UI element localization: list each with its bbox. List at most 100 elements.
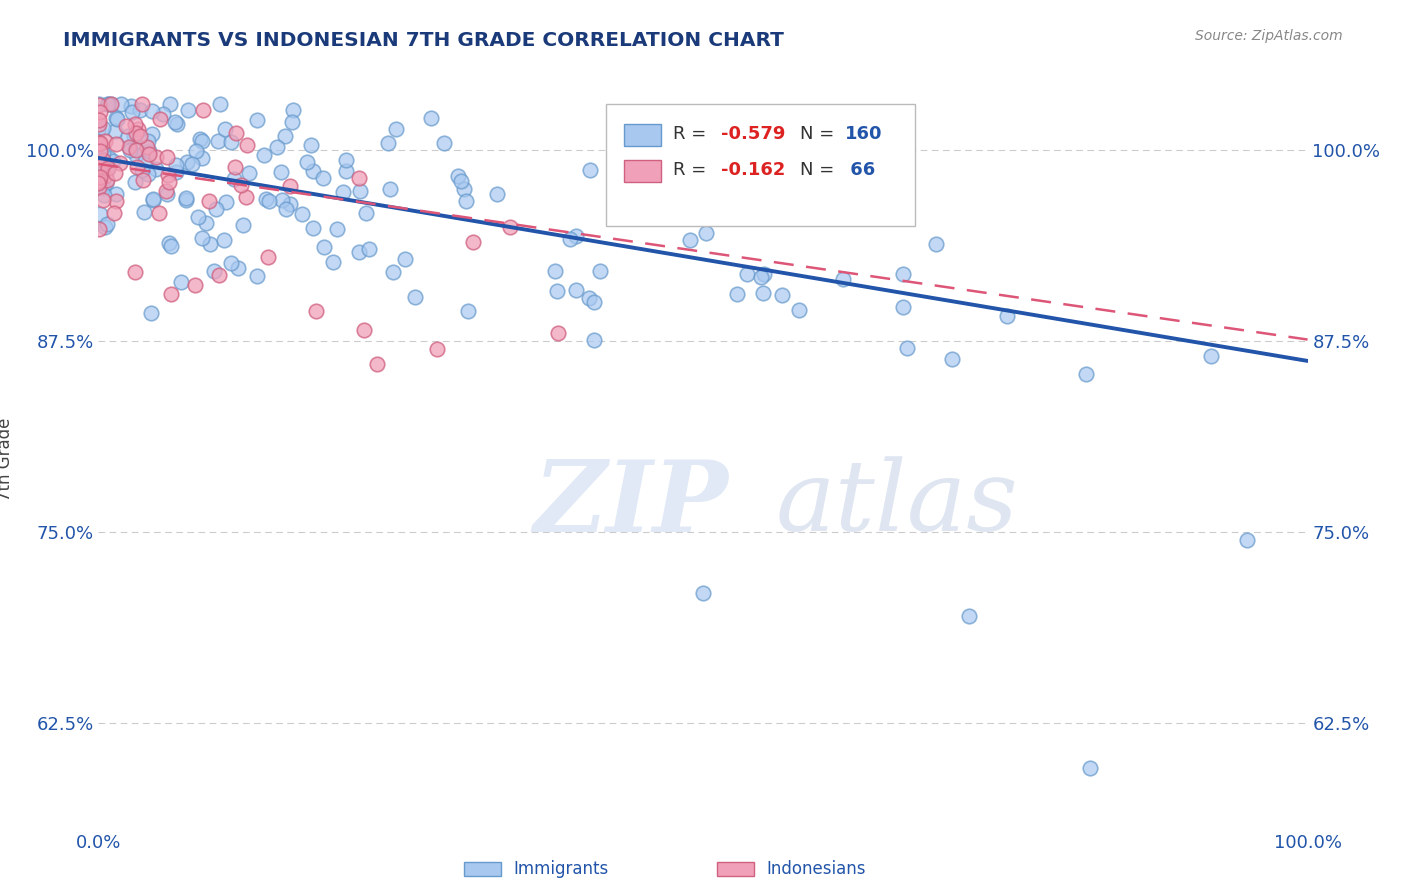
Point [89,136,111,150]
Text: 160: 160 [845,126,882,144]
Bar [624,160,661,182]
Text: Immigrants: Immigrants [513,860,609,878]
Point [132,204,155,219]
Point [453,181,475,195]
Point [925,236,948,251]
Point [149,112,172,126]
Point [89,104,111,119]
Point [228,261,250,276]
Point [87,117,110,131]
Point [291,207,314,221]
Point [254,192,277,206]
Point [941,351,963,366]
Point [170,275,193,289]
Point [565,283,588,297]
Text: -0.579: -0.579 [721,126,786,144]
Point [89,135,111,149]
Y-axis label: 7th Grade: 7th Grade [0,417,14,501]
Point [447,169,470,183]
Point [582,294,605,309]
Point [832,272,855,286]
Point [87,113,110,128]
Point [770,288,793,302]
Point [281,115,304,129]
Point [89,145,111,159]
Point [198,237,221,252]
Point [101,154,124,169]
Point [157,175,180,189]
Point [295,155,318,169]
Point [457,303,479,318]
Point [93,193,115,207]
Point [100,97,122,112]
Point [128,103,150,117]
Point [138,147,160,161]
Point [187,210,209,224]
Point [96,173,118,187]
Point [546,284,568,298]
Point [302,220,325,235]
Point [138,134,160,148]
Point [735,267,758,281]
Point [752,285,775,300]
Point [124,148,146,162]
Point [325,222,347,236]
Text: R =: R = [672,161,711,179]
Point [155,185,177,199]
Point [256,250,278,264]
Point [87,157,110,171]
Point [588,264,610,278]
Point [787,303,810,318]
Point [184,145,207,159]
Point [87,174,110,188]
Point [354,206,377,220]
Point [94,220,117,235]
Point [141,127,163,141]
Point [135,139,157,153]
Point [420,112,443,126]
Point [124,117,146,131]
Point [995,309,1018,323]
Point [166,117,188,131]
Point [145,161,167,176]
Point [104,166,127,180]
Point [1078,762,1101,776]
Point [94,134,117,148]
Point [219,135,242,149]
Point [124,142,146,156]
Point [118,143,141,157]
Point [125,126,148,140]
Point [224,160,246,174]
Point [198,194,221,209]
Point [87,222,110,236]
Point [1236,533,1258,547]
Point [232,219,254,233]
Point [215,194,238,209]
Point [498,219,520,234]
Point [335,164,357,178]
Point [165,165,187,179]
Point [302,164,325,178]
Point [219,256,242,270]
Point [105,112,128,126]
Point [104,136,127,151]
Point [225,126,247,140]
Point [725,286,748,301]
Point [165,115,187,129]
Point [433,136,456,150]
Point [160,286,183,301]
Point [692,586,714,600]
Point [131,97,153,112]
Point [104,194,127,208]
Point [347,244,370,259]
Point [188,132,211,146]
Point [299,137,322,152]
Point [152,107,174,121]
Point [176,154,198,169]
Point [87,177,110,191]
Point [103,206,125,220]
Point [132,173,155,187]
Point [165,158,187,172]
Point [245,268,267,283]
Text: -0.162: -0.162 [721,161,786,179]
